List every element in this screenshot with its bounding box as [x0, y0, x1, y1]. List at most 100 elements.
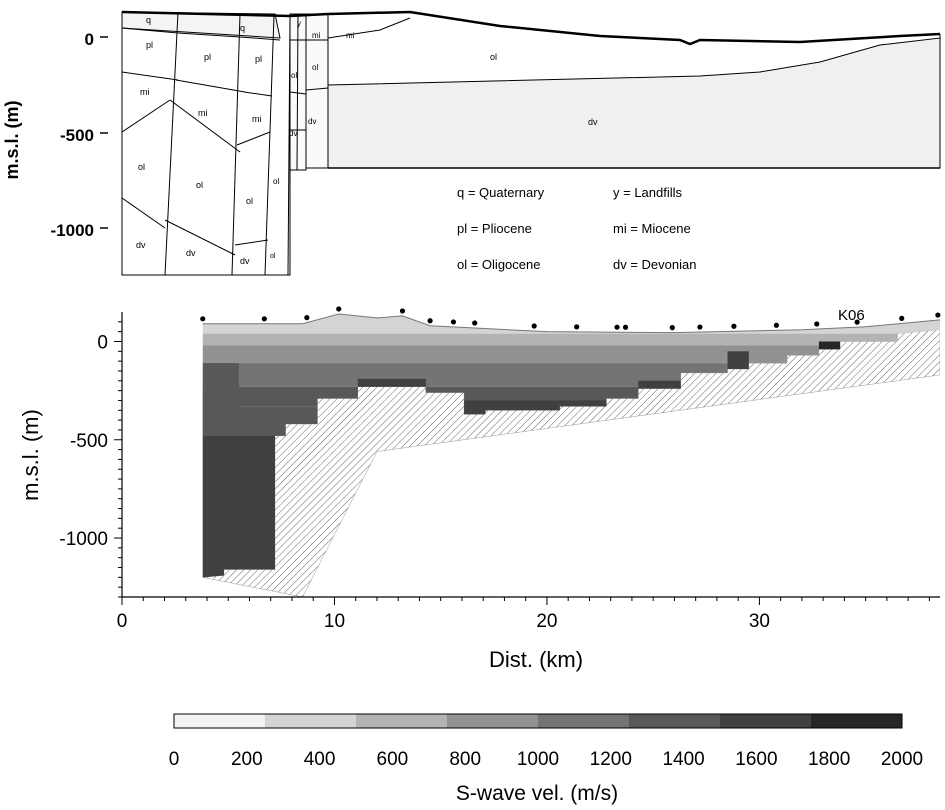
left-fault-block — [121, 11, 291, 276]
station-marker — [261, 316, 267, 322]
colorbar-frame — [173, 713, 903, 729]
legend-landfills: y = Landfills — [613, 185, 683, 200]
colorbar-swatch — [265, 714, 357, 728]
colorbar: 0 200 400 600 800 1000 1200 1400 1600 1800 2000 — [169, 713, 923, 770]
unit-label: ol — [291, 71, 297, 80]
colorbar-tick-label: 1000 — [517, 749, 559, 770]
x-tick-label: 0 — [117, 611, 128, 632]
station-k06-label: K06 — [838, 307, 865, 324]
velocity-block — [202, 363, 239, 436]
colorbar-tick-label: 1600 — [735, 749, 777, 770]
geology-y-tick-minus1000: -1000 — [51, 221, 94, 240]
station-marker — [450, 319, 457, 325]
station-marker — [697, 324, 703, 330]
velocity-axes: 0 -500 -1000 0 10 20 30 — [59, 312, 940, 632]
unit-label: q — [240, 23, 245, 33]
unit-label: dv — [186, 248, 196, 258]
colorbar-tick-label: 1400 — [662, 749, 704, 770]
central-fault-blocks — [289, 13, 329, 171]
velocity-block — [202, 435, 275, 578]
legend-devonian: dv = Devonian — [613, 257, 696, 272]
unit-label: ol — [270, 253, 276, 260]
legend-quaternary: q = Quaternary — [457, 185, 545, 200]
colorbar-tick-label: 2000 — [881, 749, 923, 770]
unit-label: ol — [246, 196, 253, 206]
station-marker — [531, 323, 537, 329]
x-tick-label: 20 — [536, 611, 557, 632]
colorbar-swatch — [356, 714, 448, 728]
station-marker — [614, 324, 620, 330]
legend-oligocene: ol = Oligocene — [457, 257, 540, 272]
y-tick-label: -1000 — [59, 529, 108, 550]
station-marker — [814, 321, 820, 327]
colorbar-tick-label: 800 — [449, 749, 481, 770]
station-marker — [622, 324, 629, 330]
unit-label: q — [146, 15, 151, 25]
station-marker — [399, 308, 406, 314]
station-marker — [935, 312, 941, 318]
colorbar-tick-label: 1800 — [808, 749, 850, 770]
station-marker — [200, 316, 206, 322]
unit-label: mi — [140, 87, 150, 97]
unit-label: pl — [204, 52, 211, 62]
station-marker — [773, 322, 780, 328]
colorbar-tick-label: 1200 — [590, 749, 632, 770]
colorbar-swatch — [811, 714, 903, 728]
unit-label: dv — [588, 117, 598, 127]
velocity-plot-area — [122, 312, 940, 597]
unit-label: dv — [289, 129, 297, 138]
station-marker — [669, 325, 675, 331]
station-marker — [336, 306, 342, 312]
colorbar-swatch — [629, 714, 721, 728]
velocity-model-panel: 0 -500 -1000 0 10 20 30 K06 m.s.l. (m) Dist. (… — [18, 306, 941, 672]
station-marker — [899, 315, 905, 321]
station-marker — [472, 320, 478, 326]
geology-y-tick-minus500: -500 — [60, 126, 94, 145]
unit-label: y — [297, 19, 301, 28]
station-marker — [731, 323, 737, 329]
right-basin-section — [121, 10, 941, 169]
legend-pliocene: pl = Pliocene — [457, 221, 532, 236]
x-tick-label: 10 — [324, 611, 345, 632]
topography-line — [202, 313, 940, 334]
unit-label: ol — [196, 180, 203, 190]
velocity-block — [638, 380, 681, 389]
geology-section-panel: m.s.l. (m) 0 -500 -1000 — [2, 10, 941, 276]
velocity-band — [202, 333, 940, 346]
colorbar-swatch — [538, 714, 630, 728]
geology-y-tick-0: 0 — [85, 30, 94, 49]
velocity-block — [818, 341, 841, 350]
legend-miocene: mi = Miocene — [613, 221, 691, 236]
colorbar-tick-label: 400 — [304, 749, 336, 770]
velocity-block — [727, 351, 749, 369]
unit-label: ol — [312, 63, 318, 72]
unit-label: ol — [490, 52, 497, 62]
unit-label: mi — [312, 31, 321, 40]
unit-label: mi — [198, 108, 208, 118]
station-marker — [854, 319, 860, 325]
unit-label: mi — [346, 31, 355, 40]
velocity-block — [357, 378, 426, 389]
colorbar-swatch — [174, 714, 266, 728]
colorbar-swatch — [447, 714, 539, 728]
station-marker — [304, 315, 310, 321]
colorbar-tick-label: 0 — [169, 749, 180, 770]
unit-label: dv — [240, 256, 250, 266]
station-marker — [574, 324, 580, 330]
y-tick-label: 0 — [97, 332, 108, 353]
velocity-band — [202, 345, 940, 364]
x-tick-label: 30 — [749, 611, 770, 632]
unit-label: pl — [255, 54, 262, 64]
geology-y-axis-label: m.s.l. (m) — [2, 100, 22, 179]
unit-label: pl — [146, 40, 153, 50]
unit-label: dv — [136, 240, 146, 250]
unit-label: mi — [252, 114, 262, 124]
y-tick-label: -500 — [70, 431, 108, 452]
station-marker — [427, 318, 433, 324]
velocity-x-axis-label: Dist. (km) — [489, 647, 583, 672]
unit-label: ol — [138, 162, 145, 172]
colorbar-tick-label: 600 — [377, 749, 409, 770]
colorbar-tick-label: 200 — [231, 749, 263, 770]
colorbar-swatch — [720, 714, 812, 728]
